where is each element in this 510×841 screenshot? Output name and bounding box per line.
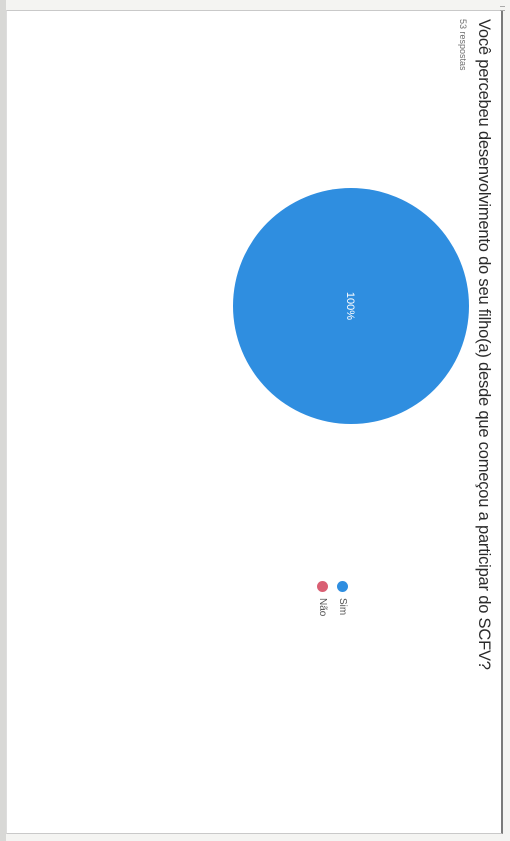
pie-slice-label: 100% [344, 292, 356, 320]
pie-slice-sim [233, 188, 469, 424]
legend-item-sim: Sim [333, 581, 353, 616]
legend-dot-nao [317, 581, 329, 592]
page-edge [0, 0, 6, 841]
form-response-card: Você percebeu desenvolvimento do seu fil… [6, 10, 503, 834]
legend-item-nao: Não [313, 581, 333, 616]
legend-label-nao: Não [317, 598, 329, 617]
legend-dot-sim [337, 581, 349, 592]
page-margin-strip [496, 0, 510, 841]
legend-label-sim: Sim [337, 598, 349, 616]
chart-legend: Sim Não [313, 581, 353, 616]
rotated-chart-canvas: Você percebeu desenvolvimento do seu fil… [7, 11, 501, 833]
pie-chart: 100% [233, 188, 469, 424]
